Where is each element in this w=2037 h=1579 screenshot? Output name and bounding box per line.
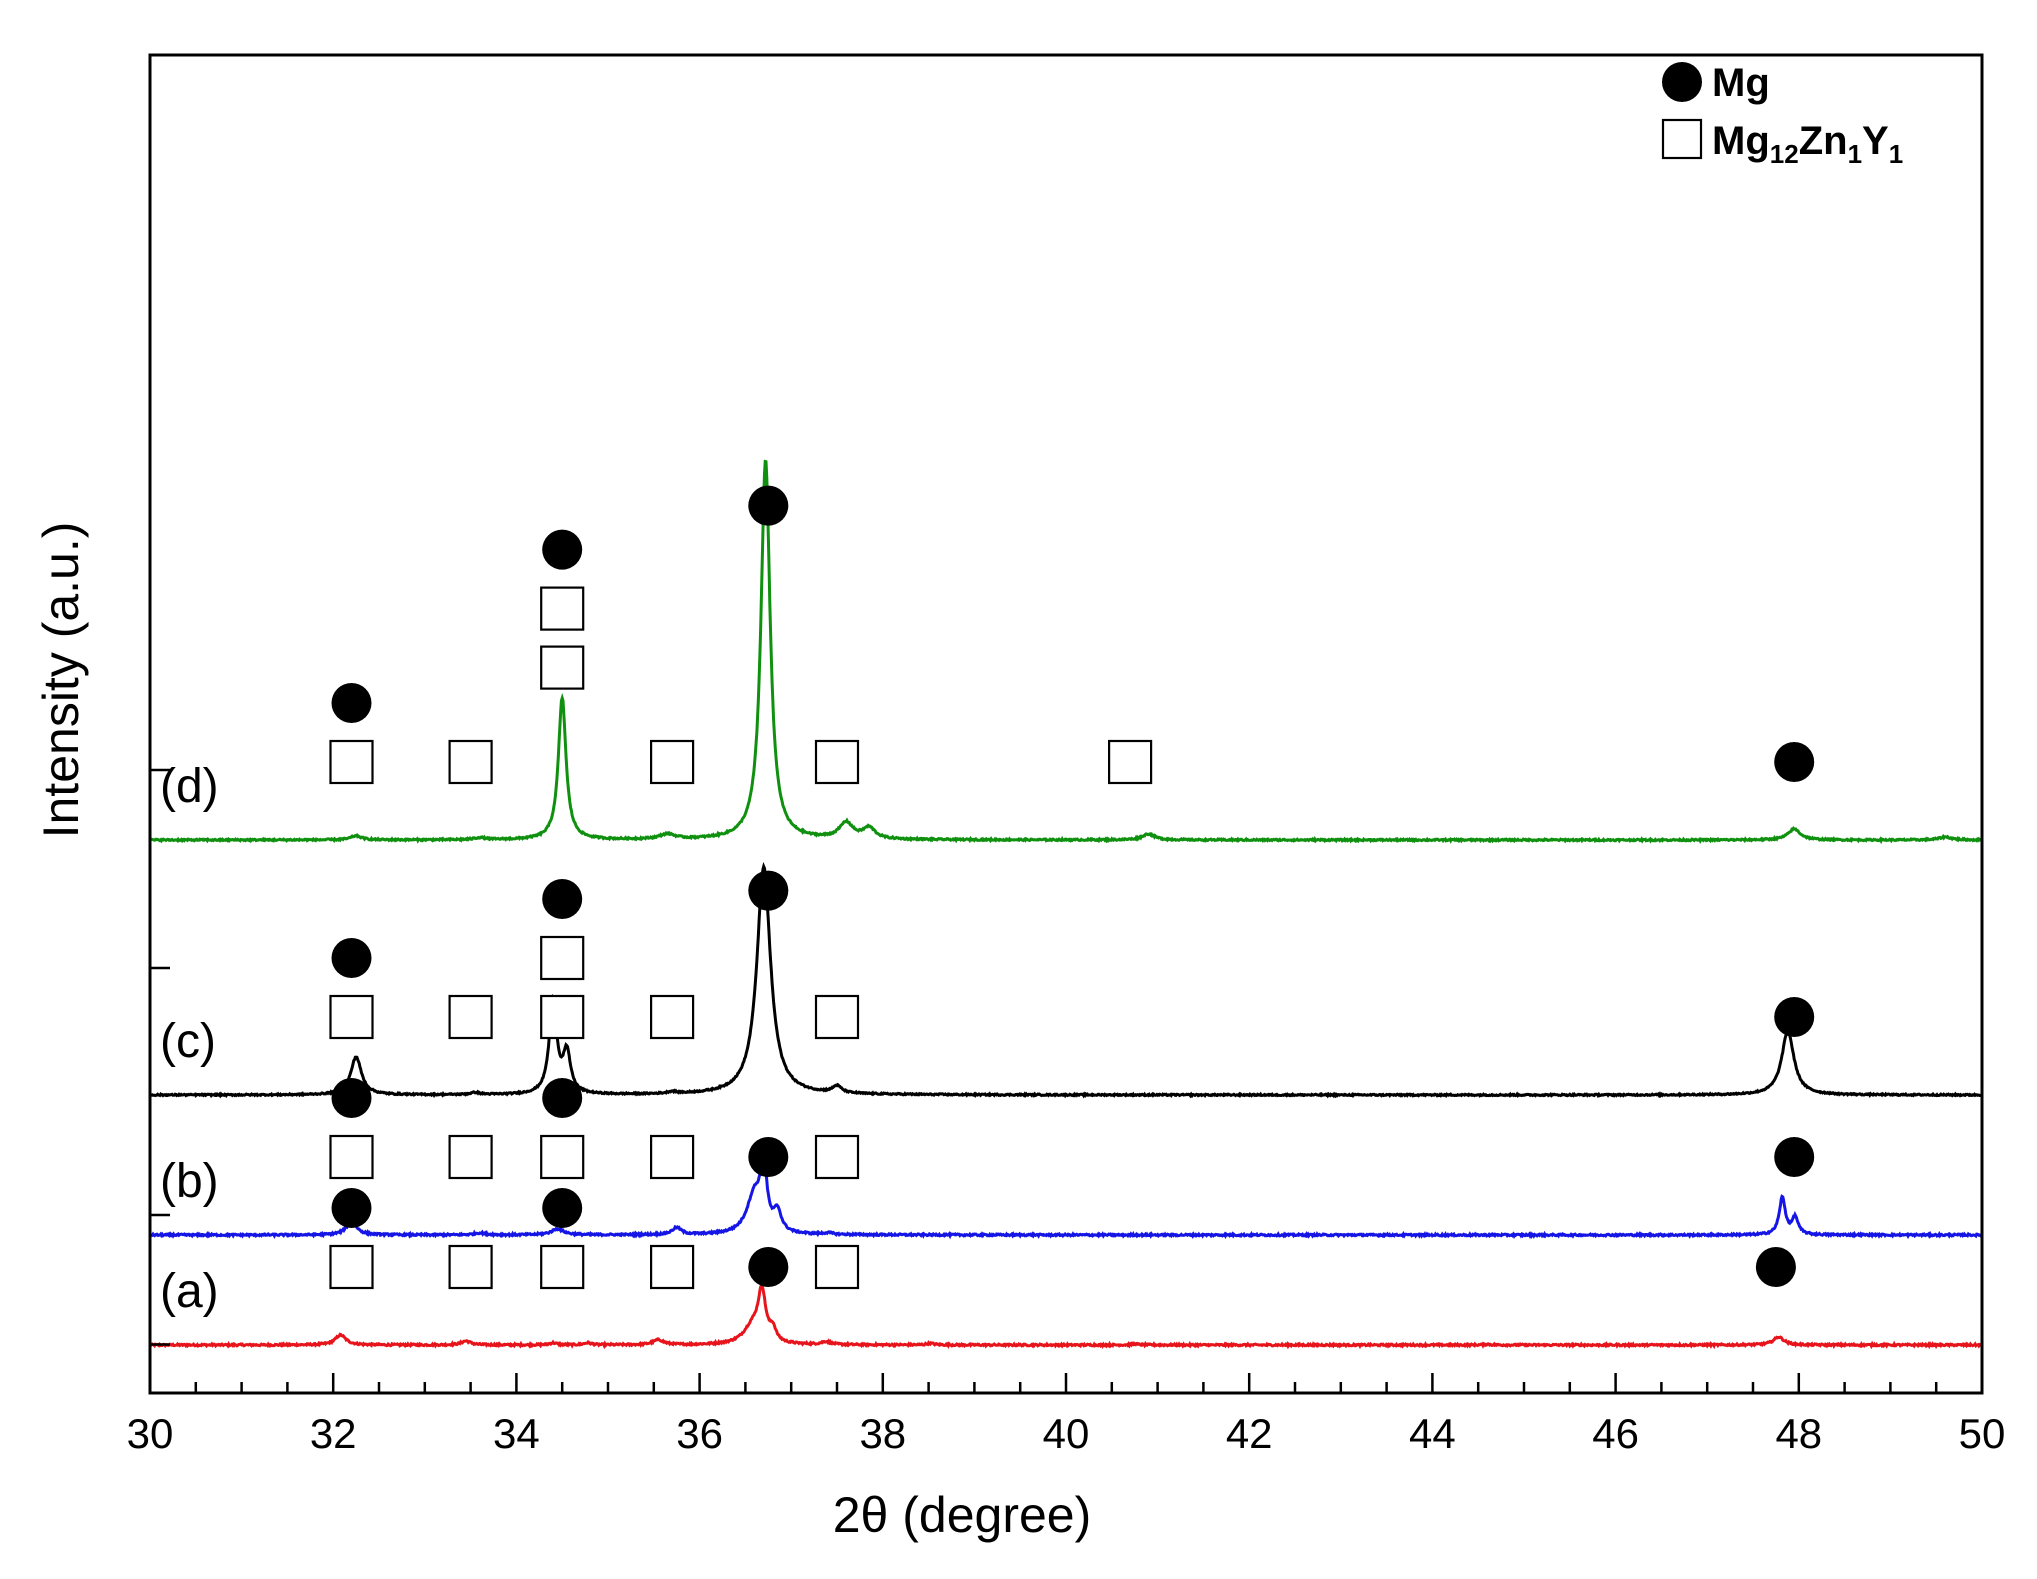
marker-b-4-0-circle	[748, 1137, 789, 1177]
marker-c-0-1-circle	[331, 938, 372, 978]
marker-d-0-0-square	[329, 739, 374, 785]
legend-sub-1a: 1	[1848, 139, 1862, 169]
x-tick-label-36: 36	[676, 1410, 723, 1457]
marker-d-4-0-circle	[748, 485, 789, 526]
x-tick-label-48: 48	[1775, 1410, 1822, 1457]
marker-a-2-0-square	[540, 1244, 585, 1290]
marker-c-2-2-circle	[542, 879, 583, 919]
legend-part-y: Y	[1862, 119, 1889, 163]
marker-b-2-1-circle	[542, 1078, 583, 1118]
marker-a-1-0-square	[448, 1244, 493, 1290]
marker-a-0-1-circle	[331, 1188, 372, 1228]
x-tick-label-30: 30	[127, 1410, 174, 1457]
marker-a-0-0-square	[329, 1244, 374, 1290]
marker-d-2-0-square	[540, 645, 585, 690]
marker-c-0-0-square	[329, 994, 374, 1040]
traces-layer	[149, 459, 1983, 1350]
trace-line-c	[149, 861, 1982, 1099]
trace-label-d: (d)	[160, 760, 219, 813]
x-tick-label-38: 38	[859, 1410, 906, 1457]
trace-labels-layer: (a) (b) (c) (d)	[160, 760, 219, 1318]
trace-line-b	[149, 1148, 1983, 1240]
marker-a-2-1-circle	[542, 1188, 583, 1228]
marker-c-5-0-square	[814, 994, 860, 1040]
marker-b-0-1-circle	[331, 1078, 372, 1118]
trace-line-a	[149, 1283, 1983, 1350]
marker-a-3-0-square	[649, 1244, 695, 1290]
marker-a-4-0-circle	[748, 1247, 789, 1287]
legend-sub-12: 12	[1770, 139, 1799, 169]
plot-frame	[148, 53, 1984, 1395]
x-tick-label-32: 32	[310, 1410, 357, 1457]
marker-d-6-0-square	[1107, 739, 1153, 785]
x-tick-label-40: 40	[1043, 1410, 1090, 1457]
trace-label-c: (c)	[160, 1015, 216, 1068]
legend-mg-marker	[1662, 62, 1702, 102]
phase-markers-layer	[329, 485, 1815, 1290]
marker-d-1-0-square	[448, 739, 493, 785]
marker-b-5-0-square	[814, 1134, 860, 1180]
marker-c-4-0-circle	[748, 870, 789, 911]
marker-c-3-0-square	[649, 994, 695, 1040]
x-tick-label-34: 34	[493, 1410, 540, 1457]
marker-c-2-0-square	[540, 994, 585, 1040]
legend-part-mg: Mg	[1712, 119, 1770, 163]
x-axis-ticks: 30 32 34 36 38 40 42 44 46 48 50	[127, 1373, 2006, 1457]
trace-label-b: (b)	[160, 1155, 219, 1208]
legend: Mg Mg12Zn1Y1	[1661, 61, 1903, 169]
marker-d-3-0-square	[649, 739, 695, 785]
marker-c-6-0-circle	[1774, 997, 1815, 1037]
marker-d-2-1-square	[540, 586, 585, 631]
plot-border	[148, 53, 1984, 1395]
marker-d-2-2-circle	[542, 529, 583, 570]
marker-d-5-0-square	[814, 739, 860, 785]
legend-mg-label: Mg	[1712, 61, 1770, 105]
x-axis-title: 2θ (degree)	[833, 1487, 1092, 1543]
marker-a-5-0-square	[814, 1244, 860, 1290]
x-tick-label-50: 50	[1959, 1410, 2006, 1457]
marker-b-6-0-circle	[1774, 1137, 1815, 1177]
marker-d-0-1-circle	[331, 683, 372, 723]
legend-mg12zn1y1-label: Mg12Zn1Y1	[1712, 119, 1903, 169]
y-axis-ticks	[150, 768, 170, 1346]
marker-c-1-0-square	[448, 994, 493, 1040]
marker-c-2-1-square	[540, 935, 585, 981]
marker-d-7-0-circle	[1774, 742, 1815, 782]
legend-part-zn: Zn	[1799, 119, 1848, 163]
x-tick-label-44: 44	[1409, 1410, 1456, 1457]
x-tick-label-46: 46	[1592, 1410, 1639, 1457]
y-axis-title: Intensity (a.u.)	[33, 522, 89, 839]
marker-a-6-0-circle	[1755, 1247, 1796, 1287]
legend-sub-1b: 1	[1889, 139, 1903, 169]
marker-b-3-0-square	[649, 1134, 695, 1180]
trace-label-a: (a)	[160, 1265, 219, 1318]
trace-line-d	[149, 459, 1983, 845]
legend-mg12zn1y1-marker	[1661, 118, 1703, 160]
marker-b-1-0-square	[448, 1134, 493, 1180]
x-tick-label-42: 42	[1226, 1410, 1273, 1457]
marker-b-0-0-square	[329, 1134, 374, 1180]
marker-b-2-0-square	[540, 1134, 585, 1180]
